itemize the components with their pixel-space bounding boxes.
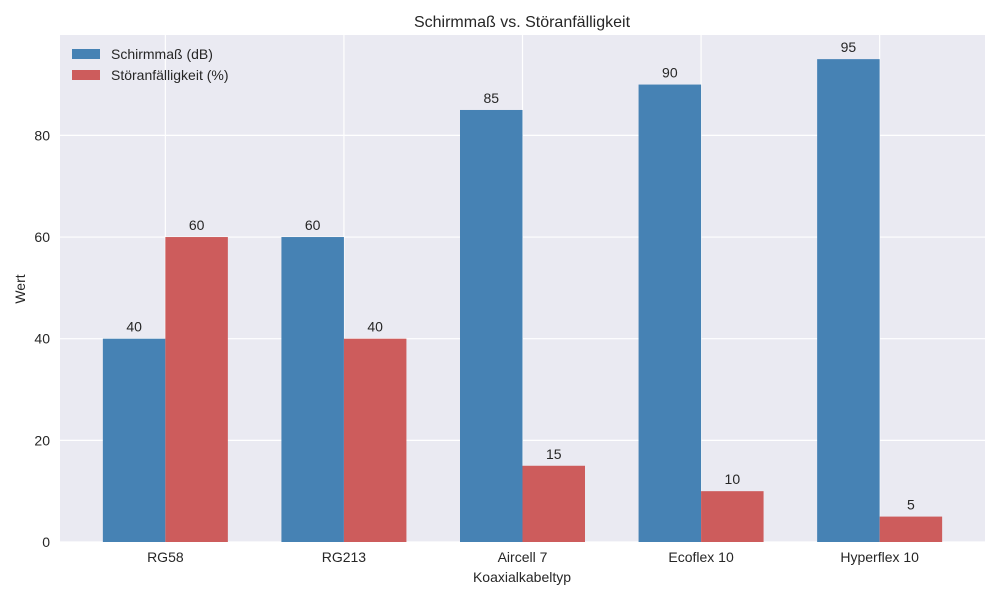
- x-tick-label: RG58: [147, 549, 184, 565]
- bar-value-label: 60: [305, 217, 321, 233]
- bar-schirmmass: [102, 338, 166, 542]
- bar-schirmmass: [281, 237, 344, 542]
- x-tick-label: Hyperflex 10: [840, 549, 919, 565]
- bar-stoeranfaelligkeit: [701, 491, 764, 542]
- legend-label: Schirmmaß (dB): [111, 46, 213, 62]
- chart-title: Schirmmaß vs. Störanfälligkeit: [414, 14, 631, 31]
- bar-value-label: 60: [189, 217, 205, 233]
- bar-value-label: 10: [725, 471, 741, 487]
- bar-schirmmass: [638, 84, 702, 542]
- bar-schirmmass: [460, 109, 523, 543]
- y-axis-label: Wert: [12, 274, 28, 303]
- bar-stoeranfaelligkeit: [165, 237, 228, 542]
- bar-value-label: 15: [546, 446, 562, 462]
- x-tick-label: RG213: [322, 549, 367, 565]
- x-tick-label: Aircell 7: [498, 549, 548, 565]
- bar-value-label: 5: [907, 497, 915, 513]
- bar-schirmmass: [817, 59, 880, 543]
- bar-value-label: 40: [367, 319, 383, 335]
- bar-stoeranfaelligkeit: [879, 516, 943, 542]
- legend-swatch: [72, 49, 100, 59]
- y-tick-label: 60: [34, 229, 50, 245]
- legend-label: Störanfälligkeit (%): [111, 67, 229, 83]
- legend-swatch: [72, 70, 100, 80]
- x-tick-label: Ecoflex 10: [668, 549, 734, 565]
- bar-value-label: 40: [126, 319, 142, 335]
- bar-value-label: 90: [662, 65, 678, 81]
- y-tick-label: 80: [34, 127, 50, 143]
- bar-value-label: 95: [841, 39, 857, 55]
- x-axis-label: Koaxialkabeltyp: [473, 569, 571, 585]
- bar-stoeranfaelligkeit: [522, 465, 585, 542]
- bar-value-label: 85: [483, 90, 499, 106]
- y-tick-label: 0: [42, 534, 50, 550]
- y-tick-label: 20: [34, 432, 50, 448]
- legend: Schirmmaß (dB) Störanfälligkeit (%): [72, 46, 229, 83]
- y-tick-label: 40: [34, 331, 50, 347]
- bar-stoeranfaelligkeit: [343, 338, 407, 542]
